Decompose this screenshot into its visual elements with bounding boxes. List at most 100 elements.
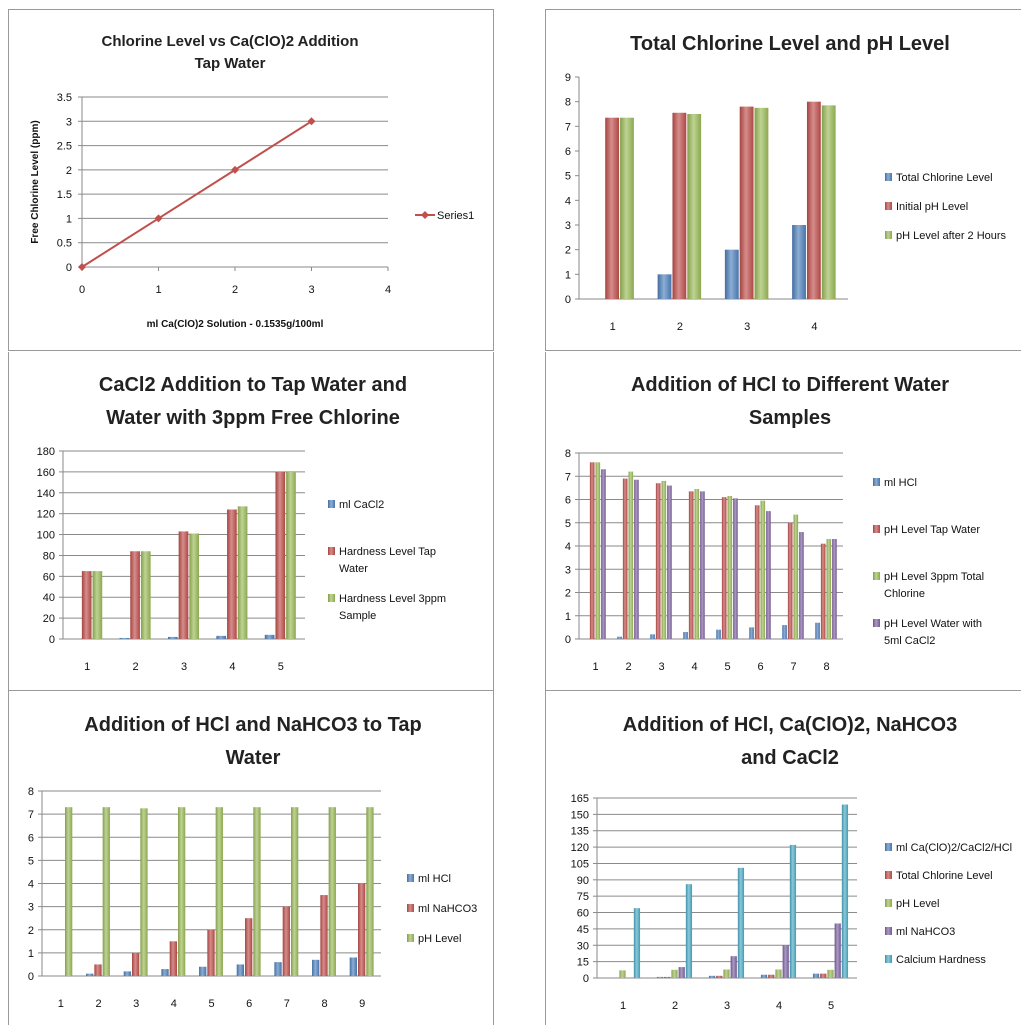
bar-3-3 [754,107,769,299]
y-tick-label: 135 [571,826,589,838]
y-tick-label: 7 [565,121,571,133]
chart-panel-cacl2-addition: CaCl2 Addition to Tap Water and Water wit… [8,352,494,690]
y-tick-label: 8 [565,448,571,460]
y-tick-label: 1 [66,213,72,225]
bar-3-1 [724,249,739,299]
legend-label: ml Ca(ClO)2/CaCl2/HCl [896,842,1012,854]
bar-3-1 [650,634,655,639]
y-tick-label: 180 [37,446,55,458]
bar-3-4 [730,956,737,978]
x-tick-label: 0 [79,284,85,296]
x-tick-label: 5 [828,1000,834,1012]
legend-label: Series1 [437,210,474,222]
bar-6-3 [253,807,261,976]
x-tick-label: 3 [181,661,187,673]
bar-3-2 [739,106,754,299]
bar-4-3 [694,489,700,639]
legend-swatch [885,843,892,851]
x-tick-label: 1 [84,661,90,673]
bar-2-2 [622,478,628,639]
y-tick-label: 3 [28,902,34,914]
chart-svg-1: Chlorine Level vs Ca(ClO)2 Addition Tap W… [30,33,474,330]
legend-swatch [407,904,414,912]
chart-title: Chlorine Level vs Ca(ClO)2 Addition [102,33,359,50]
y-tick-label: 2 [28,925,34,937]
bar-6-2 [245,918,253,976]
y-tick-label: 30 [577,940,589,952]
y-axis: 0 20 40 60 80 100 120 140 160 180 [37,446,305,646]
bar-4-1 [760,974,768,978]
bar-9-3 [366,807,374,976]
bar-3-3 [140,808,148,976]
x-tick-label: 2 [677,321,683,333]
x-tick-label: 2 [133,661,139,673]
y-tick-label: 5 [565,518,571,530]
y-tick-label: 140 [37,488,55,500]
chart-panel-hcl-water-samples: Addition of HCl to Different Water Sample… [545,352,1021,690]
bar-2-4 [634,479,639,639]
bar-1-3 [620,117,634,299]
bar-1-2 [589,462,595,639]
data-point-4 [307,117,316,126]
bar-7-3 [290,807,299,976]
bar-9-1 [349,957,358,976]
bar-8-1 [815,622,820,639]
y-tick-label: 4 [565,541,571,553]
y-tick-label: 2 [565,588,571,600]
bar-2-4 [678,967,685,978]
bar-2-1 [657,274,672,299]
legend: Total Chlorine Level Initial pH Level pH L… [885,172,1007,242]
legend: ml CaCl2 Hardness Level Tap Water Hardness … [328,499,446,622]
chart-panel-total-chlorine-ph: Total Chlorine Level and pH Level 0 1 2 3 4 5 6… [545,9,1021,351]
bar-4-3 [237,506,248,639]
x-tick-label: 3 [744,321,750,333]
bars [605,101,836,300]
bar-4-1 [216,635,227,639]
bar-7-4 [799,532,804,639]
x-tick-label: 1 [58,998,64,1010]
y-tick-label: 6 [565,146,571,158]
bar-2-2 [664,976,671,978]
x-tick-label: 1 [620,1000,626,1012]
legend-label: Calcium Hardness [896,954,986,966]
y-tick-label: 0.5 [57,238,72,250]
legend-swatch [407,934,414,942]
y-tick-label: 0 [565,294,571,306]
bar-2-3 [102,807,110,976]
legend-label: Hardness Level Tap Water [339,546,436,575]
legend-label: ml NaHCO3 [418,903,477,915]
chart-panel-hcl-nahco3: Addition of HCl and NaHCO3 to Tap Water 0 1… [8,690,494,1025]
bar-1-2 [605,117,620,299]
legend-swatch [873,478,880,486]
y-tick-label: 3.5 [57,92,72,104]
x-tick-label: 2 [672,1000,678,1012]
bar-3-2 [655,483,661,639]
bar-8-1 [312,959,320,976]
bar-5-3 [827,969,834,978]
bar-7-2 [787,522,793,639]
x-tick-label: 4 [776,1000,782,1012]
x-tick-label: 7 [284,998,290,1010]
bar-7-1 [782,625,787,639]
bar-6-2 [754,505,760,639]
bars [64,807,374,976]
y-tick-label: 6 [565,495,571,507]
y-tick-label: 60 [577,908,589,920]
bar-2-2 [672,112,687,300]
x-tick-label: 8 [823,661,829,673]
bar-4-3 [821,105,836,299]
bar-5-1 [264,634,275,639]
bar-3-2 [132,952,140,976]
x-tick-label: 6 [246,998,252,1010]
bar-2-1 [617,636,622,639]
bar-3-2 [178,531,189,639]
legend-swatch [328,594,335,602]
x-tick-label: 1 [592,661,598,673]
bar-5-1 [812,973,820,978]
chart-panel-hcl-caclo2-nahco3-cacl2: Addition of HCl, Ca(ClO)2, NaHCO3 and CaC… [545,690,1021,1025]
bar-9-2 [358,883,366,976]
x-tick-label: 1 [155,284,161,296]
bar-6-3 [760,500,766,639]
bar-4-1 [683,632,688,639]
legend-label: pH Level Tap Water [884,524,980,536]
